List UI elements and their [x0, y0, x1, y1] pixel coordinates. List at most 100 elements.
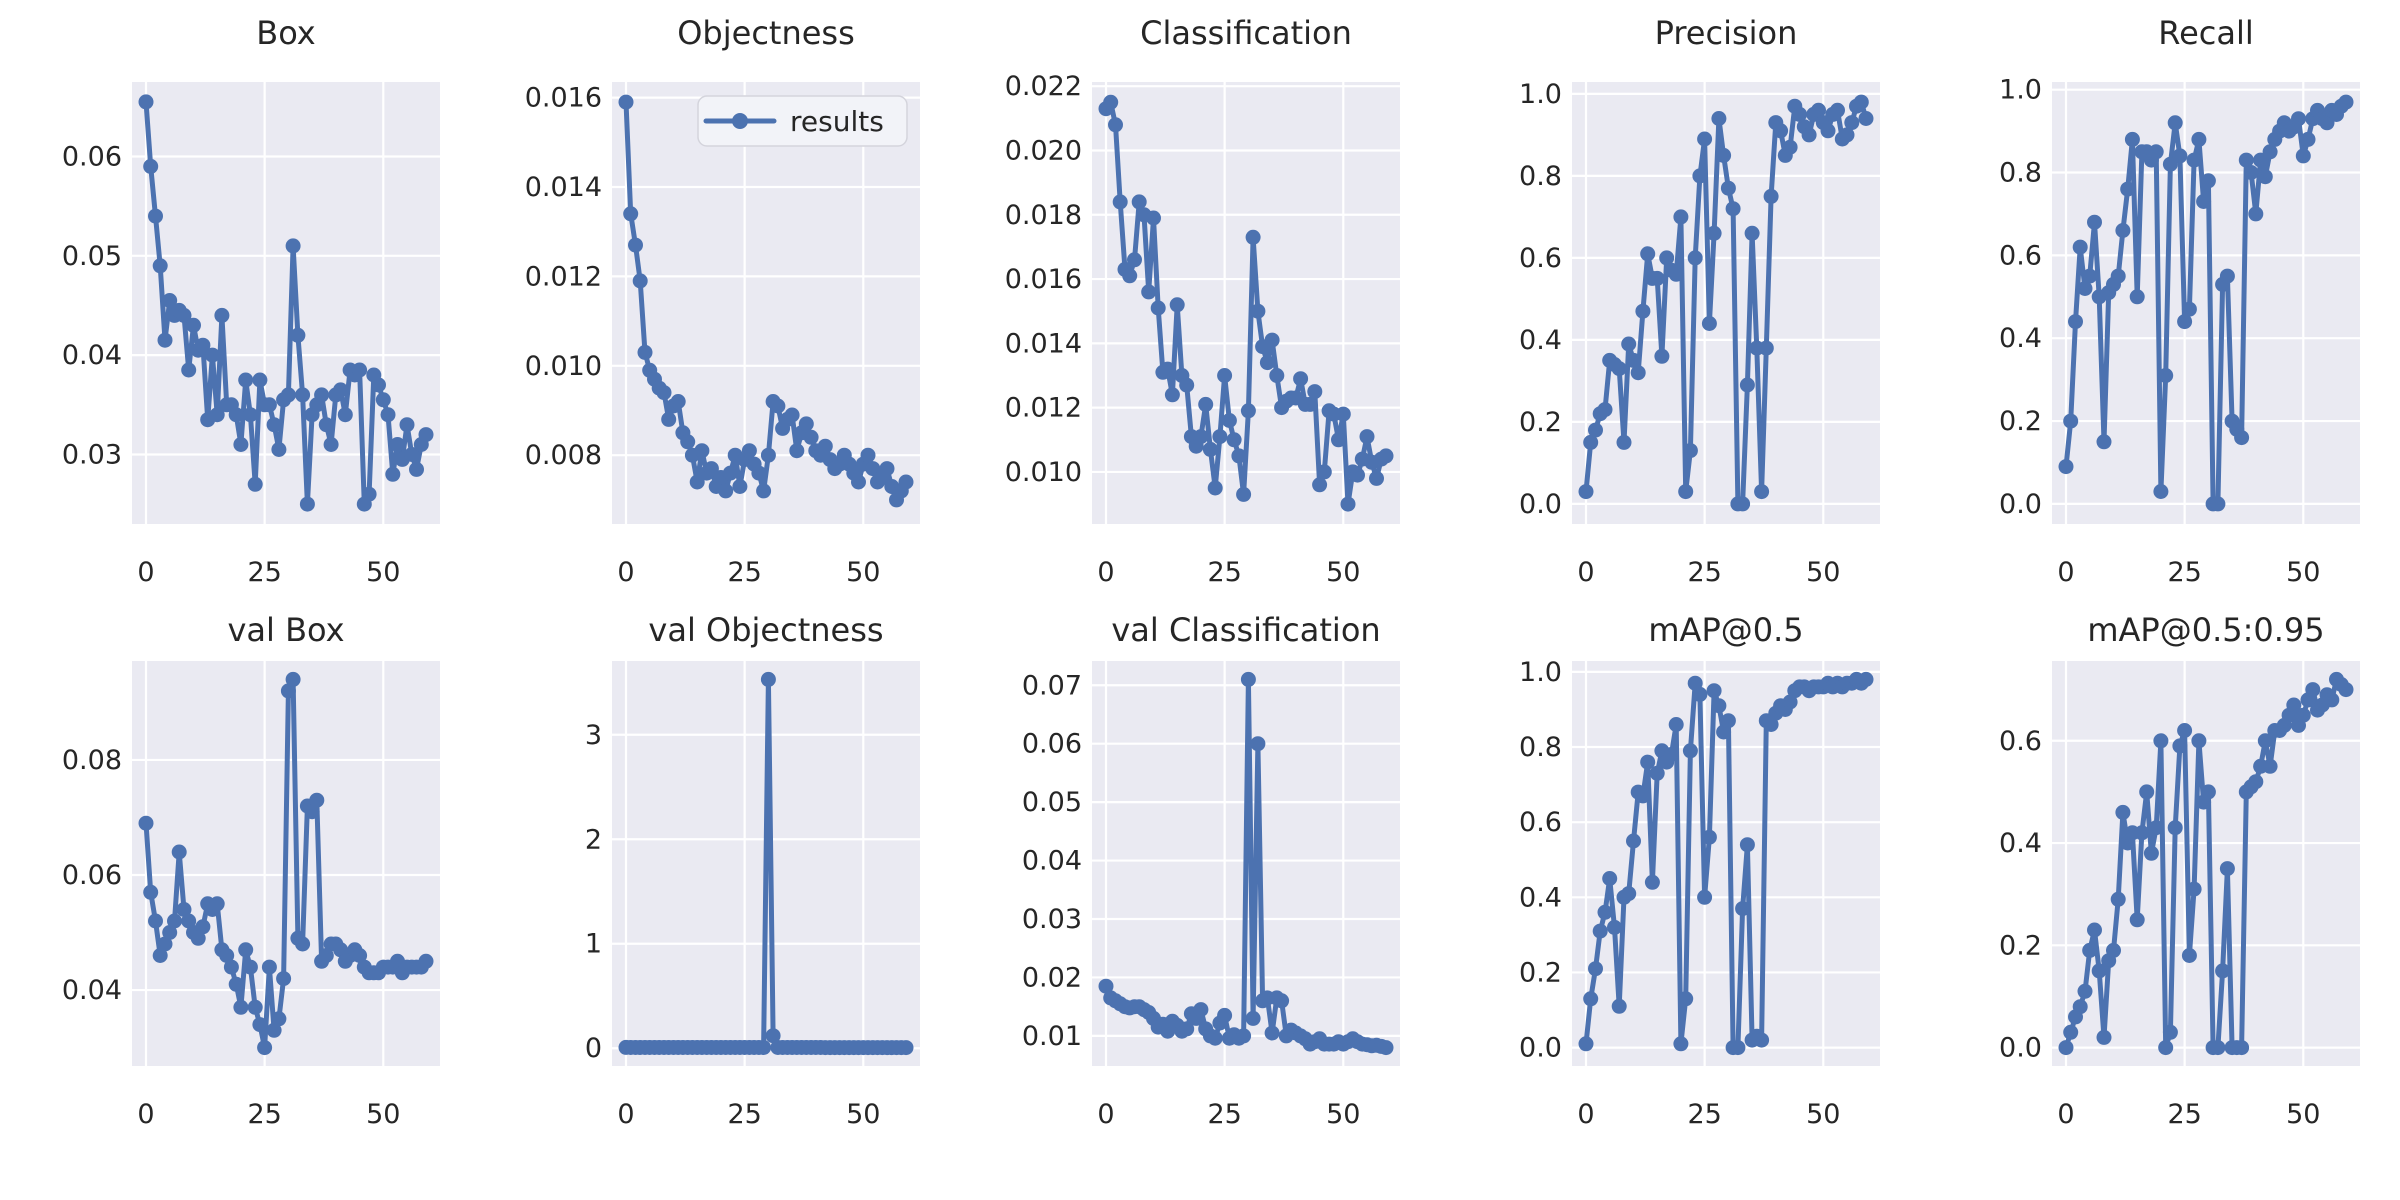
data-point [661, 411, 677, 427]
data-point [898, 1040, 914, 1056]
data-point [361, 486, 377, 502]
data-point [1350, 467, 1365, 483]
data-point [789, 443, 805, 459]
data-point [195, 919, 211, 935]
data-point [623, 206, 639, 222]
data-point [2077, 983, 2093, 999]
data-point [2186, 881, 2202, 897]
data-point [1626, 833, 1641, 849]
x-tick-label: 0 [137, 557, 154, 588]
data-point [2219, 268, 2235, 284]
data-point [285, 671, 301, 687]
data-point [628, 237, 643, 253]
data-point [2210, 1040, 2226, 1056]
data-point [261, 397, 277, 413]
data-point [817, 438, 833, 454]
data-point [280, 387, 296, 403]
data-point [741, 443, 757, 459]
data-point [418, 953, 434, 969]
data-point [209, 896, 225, 912]
data-point [1701, 316, 1717, 331]
data-point [2191, 733, 2207, 749]
y-tick-label: 0.4 [1999, 323, 2042, 354]
data-point [1678, 484, 1694, 500]
data-point [2058, 1040, 2074, 1056]
data-point [618, 94, 634, 110]
data-point [760, 447, 776, 463]
legend-label: results [790, 105, 884, 138]
x-tick-label: 50 [1806, 557, 1840, 588]
data-point [1240, 671, 1256, 687]
data-point [1331, 432, 1346, 448]
data-point [1179, 1021, 1195, 1037]
data-point [1697, 889, 1713, 905]
data-point [1773, 123, 1789, 139]
data-point [1264, 332, 1280, 348]
data-point [404, 447, 420, 462]
data-point [219, 948, 235, 963]
data-point [390, 437, 405, 452]
data-point [1245, 229, 1261, 245]
data-point [157, 936, 173, 952]
data-point [1193, 1002, 1209, 1018]
data-point [181, 913, 197, 929]
data-point [2234, 430, 2250, 446]
data-point [2210, 496, 2226, 512]
x-tick-label: 0 [1097, 557, 1114, 588]
data-point [238, 372, 254, 388]
legend-box [697, 95, 908, 147]
data-point [1217, 1007, 1233, 1023]
y-tick-label: 0.8 [1519, 161, 1562, 192]
data-point [756, 483, 772, 499]
x-tick-label: 0 [1577, 1099, 1594, 1130]
data-point [1635, 303, 1651, 319]
x-tick-label: 0 [2057, 1099, 2074, 1130]
data-point [1682, 743, 1698, 759]
subplot-title-val-objectness: val Objectness [648, 611, 883, 649]
data-point [1782, 139, 1798, 155]
box-loss-chart: 0.03 0.04 0.05 0.06 0 25 50 Box [62, 14, 440, 588]
data-point [138, 815, 154, 831]
data-point [1127, 252, 1142, 268]
y-tick-label: 0.014 [1005, 328, 1082, 359]
y-tick-labels: 0.0 0.2 0.4 0.6 0.8 1.0 [1519, 79, 1562, 520]
data-point [252, 372, 268, 388]
y-tick-label: 0 [585, 1033, 602, 1064]
data-point [1202, 441, 1218, 457]
data-point [152, 258, 168, 274]
data-point [223, 959, 239, 975]
data-point [1274, 993, 1290, 1009]
data-point [2191, 131, 2207, 147]
data-point [418, 427, 434, 443]
y-tick-label: 0.02 [1022, 962, 1082, 993]
y-tick-label: 0.2 [1999, 930, 2042, 961]
data-point [2262, 758, 2278, 774]
data-point [1663, 747, 1679, 762]
y-tick-label: 0.8 [1999, 158, 2042, 189]
data-point [271, 442, 287, 457]
data-point [2115, 223, 2131, 238]
data-point [2200, 784, 2216, 800]
data-point [148, 208, 163, 224]
data-point [2186, 152, 2202, 168]
data-point [2167, 115, 2183, 131]
y-tick-labels: 0.0 0.2 0.4 0.6 0.8 1.0 [1519, 657, 1562, 1064]
x-tick-label: 25 [1207, 557, 1241, 588]
data-point [266, 1022, 282, 1038]
data-point [2148, 820, 2164, 836]
data-point [1588, 422, 1603, 438]
y-tick-labels: 0.03 0.04 0.05 0.06 [62, 141, 122, 470]
data-point [352, 362, 368, 378]
data-point [1801, 127, 1817, 143]
data-point [1682, 443, 1698, 459]
x-tick-labels: 0 25 50 [1097, 1099, 1360, 1130]
subplot-objectness: 0.008 0.010 0.012 0.014 0.016 0 25 50 results Obj… [480, 0, 960, 600]
x-tick-label: 0 [617, 1099, 634, 1130]
data-point [2129, 912, 2145, 928]
data-point [138, 94, 154, 110]
data-point [2158, 1040, 2174, 1056]
data-point [879, 461, 895, 477]
x-tick-labels: 0 25 50 [1577, 557, 1840, 588]
data-point [2172, 738, 2188, 754]
data-point [732, 479, 748, 494]
